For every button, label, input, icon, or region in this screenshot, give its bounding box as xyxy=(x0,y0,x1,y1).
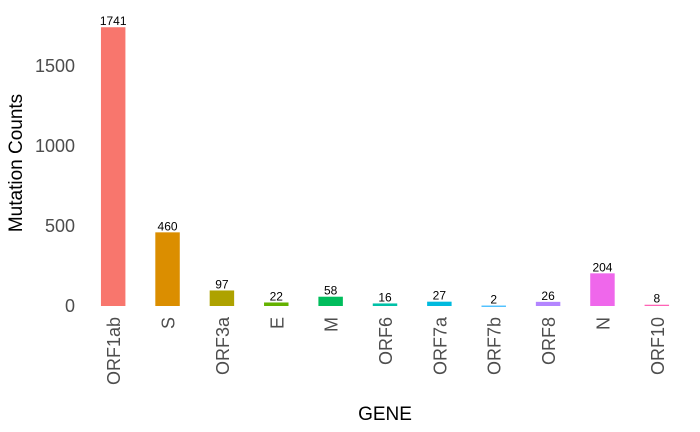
x-tick-label-orf3a: ORF3a xyxy=(213,316,233,375)
x-tick-label-orf7b: ORF7b xyxy=(485,317,505,375)
data-label-m: 58 xyxy=(324,284,338,298)
bar-orf8 xyxy=(535,301,561,306)
x-tick-label-e: E xyxy=(267,317,287,329)
x-axis-ticks: ORF1ab S ORF3a E M ORF6 ORF7a ORF7b ORF8 N ORF10 xyxy=(104,316,668,385)
y-tick-label: 1000 xyxy=(35,136,75,156)
bar-orf3a xyxy=(209,290,235,306)
y-axis-title: Mutation Counts xyxy=(6,94,27,232)
data-label-orf7b: 2 xyxy=(490,293,497,307)
bar-orf7a xyxy=(427,301,452,306)
y-axis-ticks: 0 500 1000 1500 xyxy=(35,56,75,316)
data-label-orf7a: 27 xyxy=(433,289,447,303)
data-label-n: 204 xyxy=(592,260,612,274)
x-tick-label-orf6: ORF6 xyxy=(376,317,396,365)
y-tick-label: 1500 xyxy=(35,56,75,76)
bar-s xyxy=(155,232,180,306)
x-tick-label-orf7a: ORF7a xyxy=(430,316,450,375)
data-label-orf8: 26 xyxy=(541,289,555,303)
bar-orf10 xyxy=(644,304,670,306)
x-tick-label-orf8: ORF8 xyxy=(539,317,559,365)
data-label-orf6: 16 xyxy=(378,290,392,304)
bar-e xyxy=(264,302,289,306)
bar-orf7b xyxy=(481,305,506,307)
bar-m xyxy=(318,296,343,306)
data-label-e: 22 xyxy=(270,289,284,303)
x-tick-label-orf10: ORF10 xyxy=(648,317,668,375)
data-label-orf3a: 97 xyxy=(215,277,229,291)
y-tick-label: 500 xyxy=(45,216,75,236)
x-tick-label-m: M xyxy=(322,317,342,332)
bar-orf1ab xyxy=(100,27,126,306)
x-tick-label-orf1ab: ORF1ab xyxy=(104,317,124,385)
x-tick-label-n: N xyxy=(593,317,613,330)
x-tick-label-s: S xyxy=(159,317,179,329)
y-tick-label: 0 xyxy=(65,296,75,316)
bar-n xyxy=(590,273,615,306)
bars xyxy=(100,27,670,307)
data-label-orf10: 8 xyxy=(653,292,660,306)
data-labels: 1741 460 97 22 58 16 27 2 26 204 8 xyxy=(100,14,661,306)
bar-orf6 xyxy=(372,303,398,306)
x-axis-title: GENE xyxy=(358,404,412,425)
data-label-s: 460 xyxy=(158,219,178,233)
data-label-orf1ab: 1741 xyxy=(100,14,127,28)
